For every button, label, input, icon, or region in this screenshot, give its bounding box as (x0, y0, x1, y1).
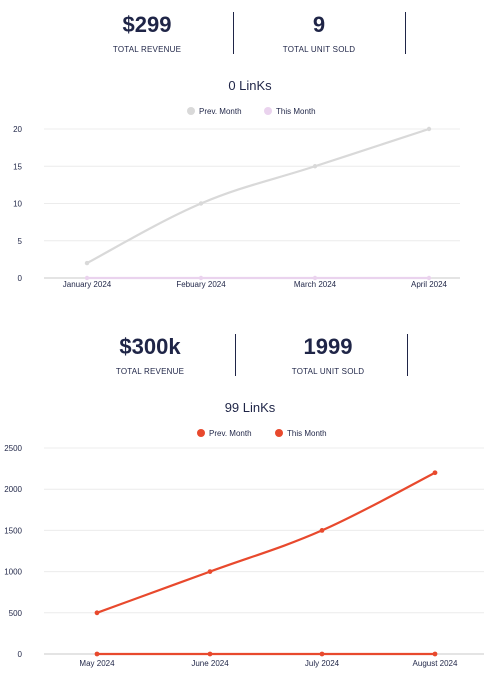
data-point (432, 651, 438, 657)
stat-divider (235, 334, 236, 376)
legend-label: Prev. Month (199, 107, 242, 116)
x-tick-label: August 2024 (413, 659, 458, 668)
data-point (319, 651, 325, 657)
total-revenue-value: $299 (122, 12, 172, 37)
data-point (94, 610, 100, 616)
total-revenue-label: TOTAL REVENUE (112, 45, 182, 54)
chart-title-2: 99 LinKs (224, 400, 276, 415)
data-point (426, 126, 432, 132)
total-units-value: 1999 (303, 334, 353, 359)
data-point (198, 201, 204, 206)
y-tick-label: 0 (18, 274, 23, 283)
x-tick-label: May 2024 (79, 659, 115, 668)
y-tick-label: 15 (13, 162, 22, 171)
legend-marker (264, 107, 272, 115)
series-line (95, 471, 437, 614)
legend-label: This Month (276, 107, 316, 116)
y-tick-label: 5 (18, 237, 23, 246)
line-chart-1: Prev. Month This Month 0 5 10 15 20 January 202… (13, 107, 460, 289)
y-tick-label: 1500 (4, 526, 22, 535)
data-point (312, 164, 318, 169)
y-tick-label: 20 (13, 125, 22, 134)
x-tick-label: July 2024 (305, 659, 340, 668)
x-tick-label: June 2024 (191, 659, 229, 668)
chart-title-1: 0 LinKs (228, 78, 272, 93)
y-tick-label: 1000 (4, 568, 22, 577)
data-point (426, 275, 432, 281)
legend-marker (275, 429, 283, 437)
legend-marker (187, 107, 195, 115)
y-tick-label: 500 (9, 609, 23, 618)
total-units-value: 9 (312, 12, 326, 37)
total-units-stat: 1999 TOTAL UNIT SOLD (268, 334, 388, 378)
x-tick-label: April 2024 (411, 280, 448, 289)
legend-label: This Month (287, 429, 327, 438)
stats-row-2: $300k TOTAL REVENUE 1999 TOTAL UNIT SOLD (0, 334, 500, 394)
legend-label: Prev. Month (209, 429, 252, 438)
y-tick-label: 2500 (4, 444, 22, 453)
total-revenue-stat: $299 TOTAL REVENUE (97, 12, 197, 56)
total-units-stat: 9 TOTAL UNIT SOLD (259, 12, 379, 56)
x-tick-label: January 2024 (63, 280, 112, 289)
x-tick-label: March 2024 (294, 280, 337, 289)
total-revenue-stat: $300k TOTAL REVENUE (100, 334, 200, 378)
legend-marker (197, 429, 205, 437)
stat-divider (405, 12, 406, 54)
stat-divider (407, 334, 408, 376)
total-revenue-value: $300k (119, 334, 181, 359)
data-point (84, 275, 90, 281)
stat-divider (233, 12, 234, 54)
data-point (207, 569, 213, 574)
data-point (198, 275, 204, 281)
series-line (85, 127, 431, 265)
data-point (94, 651, 100, 657)
data-point (207, 651, 213, 657)
data-point (432, 470, 438, 476)
line-chart-2: Prev. Month This Month 0 500 1000 1500 2000 250… (4, 429, 484, 668)
y-tick-label: 2000 (4, 485, 22, 494)
y-tick-label: 0 (18, 650, 23, 659)
stats-row-1: $299 TOTAL REVENUE 9 TOTAL UNIT SOLD (0, 12, 500, 72)
y-tick-label: 10 (13, 200, 22, 209)
data-point (84, 260, 90, 266)
total-units-label: TOTAL UNIT SOLD (282, 45, 356, 54)
x-tick-label: Febuary 2024 (176, 280, 226, 289)
total-units-label: TOTAL UNIT SOLD (291, 367, 365, 376)
data-point (319, 528, 325, 533)
total-revenue-label: TOTAL REVENUE (115, 367, 185, 376)
data-point (312, 275, 318, 281)
